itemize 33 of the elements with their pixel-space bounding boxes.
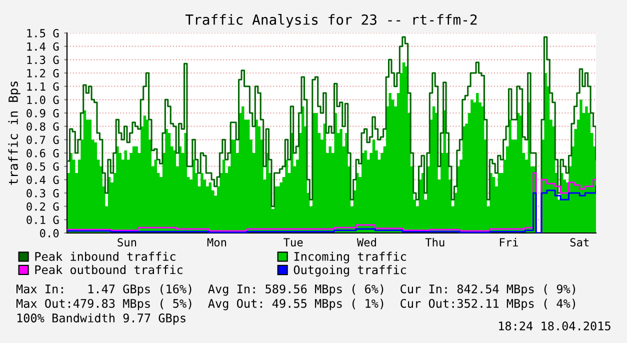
y-tick-label: 0.6 G [26, 149, 59, 158]
y-axis-title: traffic in Bps [8, 82, 20, 185]
x-tick-label: Mon [207, 238, 226, 247]
y-tick-label: 0.7 G [26, 136, 59, 144]
text: Max Out:479.83 MBps ( 5%) Avg Out: 49.55 MBps ( 1%) Cur Out:352.11 MBps ( 4%) [16, 298, 576, 310]
x-tick-label: Sun [118, 238, 136, 247]
y-tick-label: 1.4 G [27, 42, 59, 51]
y-tick-label: 0.3 G [26, 189, 59, 198]
chart-title: Traffic Analysis for 23 -- rt-ffm-2 [185, 14, 477, 28]
y-tick-label: 1.2 G [27, 69, 59, 78]
y-tick-label: 0.8 G [26, 122, 59, 131]
y-tick-label: 0.1 G [26, 216, 59, 224]
y-tick-label: 1.0 G [27, 96, 59, 104]
text: Max In: 1.47 GBps (16%) Avg In: 589.56 MBps ( 6%) Cur In: 842.54 MBps ( 9%) [16, 284, 576, 296]
x-tick-label: Thu [425, 238, 444, 247]
x-tick-label: Fri [500, 238, 518, 246]
x-tick-label: Wed [356, 238, 376, 247]
legend-label: Incoming traffic [294, 252, 406, 264]
y-tick-label: 0.0 [40, 229, 59, 238]
text: 18:24 18.04.2015 [499, 321, 610, 330]
y-tick-label: 1.3 G [27, 56, 59, 64]
x-tick-label: Sat [570, 238, 589, 247]
x-tick-label: Tue [284, 238, 303, 247]
y-tick-label: 0.9 G [26, 109, 59, 118]
y-tick-label: 1.5 G [27, 29, 59, 38]
text: 100% Bandwidth 9.77 GBps [17, 313, 186, 325]
legend-label: Peak outbound traffic [35, 265, 182, 274]
y-tick-label: 0.4 G [26, 176, 59, 184]
legend-label: Peak inbound traffic [35, 252, 176, 261]
y-tick-label: 0.5 G [26, 162, 59, 171]
y-tick-label: 1.1 G [27, 82, 59, 91]
legend-label: Outgoing traffic [294, 265, 406, 277]
y-tick-label: 0.2 G [26, 202, 59, 211]
